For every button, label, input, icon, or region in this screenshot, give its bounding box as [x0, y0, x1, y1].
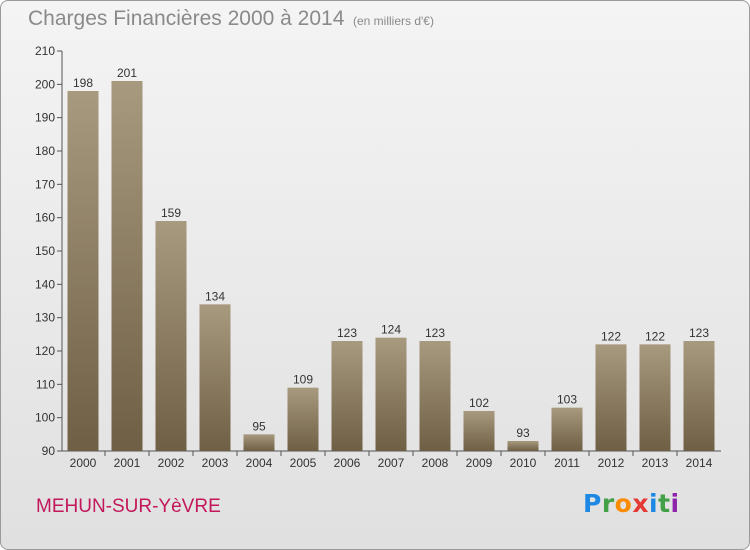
bar-value-label: 123 [689, 326, 709, 340]
bar [551, 407, 583, 451]
x-tick-label: 2012 [598, 456, 625, 470]
bar [199, 304, 231, 451]
logo-letter: i [649, 489, 659, 518]
y-tick-label: 180 [35, 144, 55, 158]
bar-value-label: 159 [161, 206, 181, 220]
x-tick-label: 2000 [70, 456, 97, 470]
bar [111, 81, 143, 451]
y-tick-labels: 90 100 110 120 130 140 150 160 170 180 190 200 210 [35, 44, 55, 458]
logo-letter: i [670, 489, 680, 518]
data-labels: 198 201 159 134 95 109 123 124 123 102 93 103 122 122… [73, 66, 709, 440]
x-tick-label: 2013 [642, 456, 669, 470]
x-tick-labels: 2000 2001 2002 2003 2004 2005 2006 2007 2008 2009… [70, 456, 713, 470]
y-tick-label: 140 [35, 277, 55, 291]
chart-unit-subtitle: (en milliers d'€) [353, 14, 434, 28]
bar [595, 344, 627, 451]
bar-value-label: 93 [516, 426, 530, 440]
bar-value-label: 198 [73, 76, 93, 90]
bars [67, 81, 715, 451]
bar [243, 434, 275, 451]
bar [155, 221, 187, 451]
x-tick-label: 2009 [466, 456, 493, 470]
bar-value-label: 95 [252, 419, 266, 433]
bar-value-label: 122 [645, 329, 665, 343]
x-tick-label: 2006 [334, 456, 361, 470]
y-tick-label: 100 [35, 411, 55, 425]
y-tick-label: 200 [35, 77, 55, 91]
x-tick-label: 2011 [554, 456, 580, 470]
bar-value-label: 123 [337, 326, 357, 340]
bar-value-label: 109 [293, 373, 313, 387]
logo-letter: o [614, 489, 633, 518]
bar-value-label: 103 [557, 393, 577, 407]
x-tick-label: 2007 [378, 456, 405, 470]
bar [463, 411, 495, 451]
x-tick-label: 2001 [114, 456, 141, 470]
chart-title: Charges Financières 2000 à 2014 [28, 7, 345, 30]
bar [287, 387, 319, 451]
y-tick-label: 170 [35, 177, 55, 191]
town-name: MEHUN-SUR-YèVRE [36, 496, 221, 517]
bar [331, 341, 363, 451]
y-tick-label: 120 [35, 344, 55, 358]
bar [67, 91, 99, 451]
bar-value-label: 123 [425, 326, 445, 340]
y-tick-label: 210 [35, 44, 55, 58]
x-tick-label: 2014 [686, 456, 713, 470]
bar-value-label: 102 [469, 396, 489, 410]
x-tick-label: 2003 [202, 456, 229, 470]
logo-letter: P [583, 489, 602, 518]
x-tick-label: 2010 [510, 456, 537, 470]
logo-letter: t [658, 489, 671, 518]
bar-value-label: 134 [205, 289, 225, 303]
bar-value-label: 124 [381, 323, 401, 337]
bar [507, 441, 539, 451]
logo-letter: x [632, 489, 649, 518]
y-tick-label: 110 [36, 377, 55, 391]
bar [419, 341, 451, 451]
x-tick-label: 2008 [422, 456, 449, 470]
x-tick-label: 2002 [158, 456, 185, 470]
bar-value-label: 201 [117, 66, 137, 80]
y-tick-label: 90 [42, 444, 56, 458]
y-tick-label: 190 [35, 111, 55, 125]
y-tick-label: 150 [35, 244, 55, 258]
bar [639, 344, 671, 451]
proxiti-logo[interactable]: Proxiti [583, 489, 680, 518]
x-tick-label: 2004 [246, 456, 273, 470]
x-tick-label: 2005 [290, 456, 317, 470]
bar [375, 337, 407, 451]
logo-letter: r [601, 489, 615, 518]
y-tick-label: 130 [35, 311, 55, 325]
bar-value-label: 122 [601, 329, 621, 343]
y-tick-label: 160 [35, 211, 55, 225]
bar [683, 341, 715, 451]
